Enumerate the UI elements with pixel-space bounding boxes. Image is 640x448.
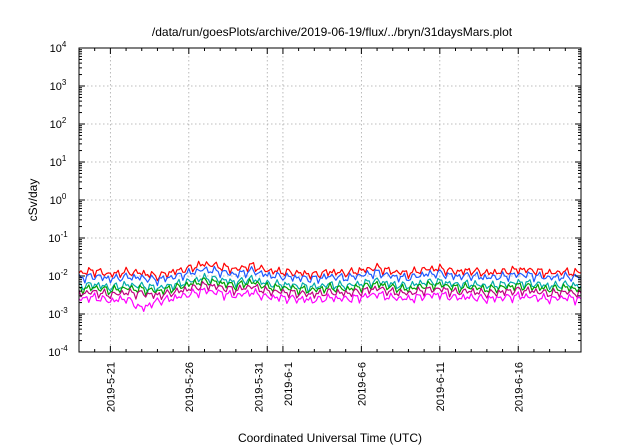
series-line	[78, 287, 582, 312]
x-tick-label: 2019-6-16	[513, 362, 525, 412]
grid-lines	[79, 48, 581, 352]
x-axis-ticks: 2019-5-21 2019-5-26 2019-5-31 2019-6-1 2019-…	[78, 48, 582, 412]
y-tick-label: 104	[50, 40, 67, 55]
y-tick-label: 10-1	[48, 230, 68, 245]
x-tick-label: 2019-6-1	[283, 362, 295, 406]
x-tick-label: 2019-6-11	[435, 362, 447, 411]
series-line	[78, 277, 582, 297]
chart-title: /data/run/goesPlots/archive/2019-06-19/f…	[152, 25, 513, 39]
series-line	[78, 260, 582, 282]
x-tick-label: 2019-5-26	[184, 362, 196, 412]
y-tick-label: 10-2	[48, 268, 68, 283]
data-series	[78, 260, 582, 312]
x-axis-label: Coordinated Universal Time (UTC)	[238, 431, 422, 445]
y-axis-label: cSv/day	[26, 179, 40, 222]
x-tick-label: 2019-5-21	[105, 362, 117, 412]
x-tick-label: 2019-6-6	[356, 362, 368, 406]
y-tick-label: 102	[50, 116, 67, 131]
y-tick-label: 101	[50, 154, 67, 169]
y-axis-ticks: 10-4 10-3 10-2 10-1 100 101 102 103 104	[48, 40, 581, 359]
y-tick-label: 100	[50, 192, 67, 207]
x-tick-label: 2019-5-31	[253, 362, 265, 412]
plot-frame	[78, 47, 582, 353]
y-tick-label: 10-3	[48, 306, 68, 321]
y-tick-label: 10-4	[48, 344, 68, 359]
series-line	[78, 281, 582, 301]
y-tick-label: 103	[50, 78, 67, 93]
series-line	[78, 265, 582, 287]
